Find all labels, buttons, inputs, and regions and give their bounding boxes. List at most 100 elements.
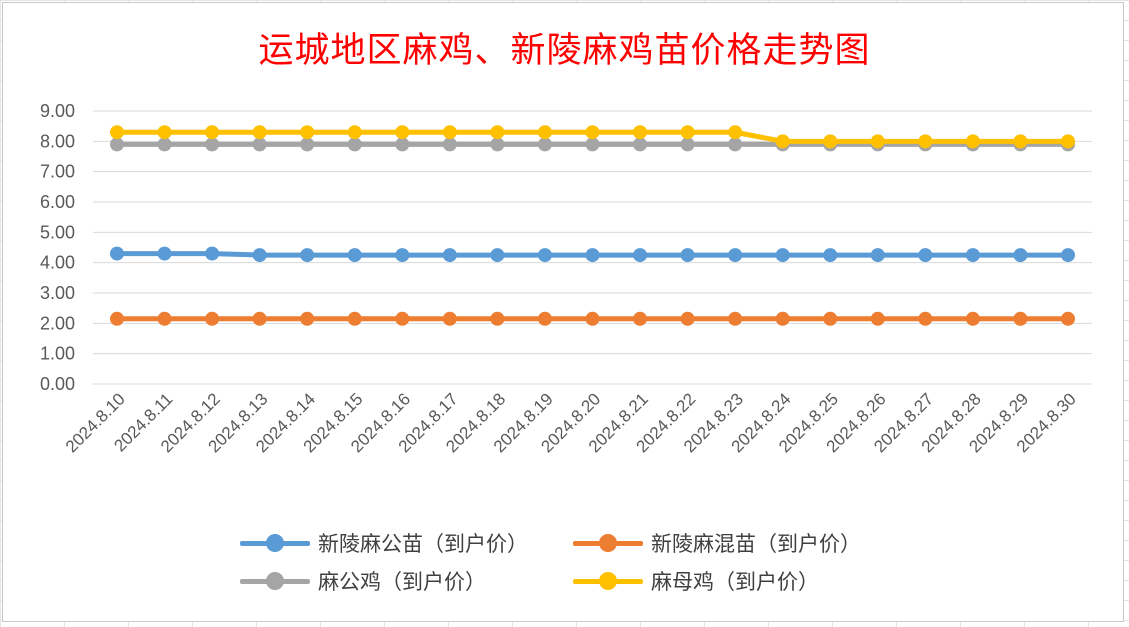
legend-marker-0 [266, 534, 284, 552]
legend-swatch-2 [240, 563, 310, 599]
data-point[interactable] [110, 246, 124, 261]
data-point[interactable] [537, 311, 552, 326]
data-point[interactable] [728, 125, 743, 140]
data-point[interactable] [1013, 311, 1028, 326]
data-point[interactable] [300, 125, 315, 140]
data-point[interactable] [537, 248, 552, 263]
data-point[interactable] [110, 311, 124, 326]
data-point[interactable] [395, 125, 410, 140]
data-point[interactable] [347, 137, 362, 152]
legend-label-1: 新陵麻混苗（到户价） [651, 532, 861, 556]
data-point[interactable] [300, 311, 315, 326]
data-point[interactable] [918, 134, 933, 149]
data-point[interactable] [110, 125, 124, 140]
data-point[interactable] [252, 137, 267, 152]
data-point[interactable] [775, 311, 790, 326]
data-point[interactable] [823, 134, 838, 149]
data-point[interactable] [1013, 248, 1028, 263]
data-point[interactable] [252, 311, 267, 326]
data-point[interactable] [965, 134, 980, 149]
data-point[interactable] [205, 246, 220, 261]
data-point[interactable] [823, 248, 838, 263]
data-point[interactable] [633, 137, 648, 152]
legend-label-2: 麻公鸡（到户价） [318, 570, 486, 594]
data-point[interactable] [157, 246, 172, 261]
series-3 [110, 125, 1075, 149]
data-point[interactable] [537, 137, 552, 152]
data-point[interactable] [537, 125, 552, 140]
data-point[interactable] [633, 125, 648, 140]
data-point[interactable] [252, 248, 267, 263]
data-point[interactable] [680, 137, 695, 152]
legend-marker-2 [266, 572, 284, 590]
data-point[interactable] [252, 125, 267, 140]
data-point[interactable] [157, 125, 172, 140]
data-point[interactable] [965, 311, 980, 326]
data-point[interactable] [870, 248, 885, 263]
data-point[interactable] [775, 248, 790, 263]
legend-item-3[interactable]: 麻母鸡（到户价） [573, 563, 819, 599]
data-point[interactable] [680, 248, 695, 263]
data-point[interactable] [918, 248, 933, 263]
y-tick-label: 4.00 [40, 253, 75, 273]
data-point[interactable] [680, 125, 695, 140]
data-point[interactable] [728, 248, 743, 263]
data-point[interactable] [490, 248, 505, 263]
y-tick-label: 1.00 [40, 344, 75, 364]
data-point[interactable] [490, 311, 505, 326]
data-point[interactable] [300, 248, 315, 263]
data-point[interactable] [585, 137, 600, 152]
data-point[interactable] [823, 311, 838, 326]
data-point[interactable] [965, 248, 980, 263]
data-point[interactable] [490, 125, 505, 140]
data-point[interactable] [1061, 248, 1075, 263]
data-point[interactable] [442, 248, 457, 263]
data-point[interactable] [870, 134, 885, 149]
data-point[interactable] [347, 248, 362, 263]
data-point[interactable] [347, 311, 362, 326]
series-0 [110, 246, 1075, 263]
y-tick-label: 9.00 [40, 101, 75, 121]
data-point[interactable] [775, 134, 790, 149]
data-point[interactable] [395, 137, 410, 152]
y-tick-label: 0.00 [40, 374, 75, 394]
data-point[interactable] [585, 248, 600, 263]
data-point[interactable] [728, 311, 743, 326]
legend-marker-1 [599, 534, 617, 552]
data-point[interactable] [347, 125, 362, 140]
data-point[interactable] [442, 125, 457, 140]
data-point[interactable] [633, 248, 648, 263]
data-point[interactable] [395, 248, 410, 263]
data-point[interactable] [157, 311, 172, 326]
y-tick-label: 8.00 [40, 131, 75, 151]
data-point[interactable] [157, 137, 172, 152]
data-point[interactable] [1061, 311, 1075, 326]
data-point[interactable] [205, 137, 220, 152]
legend-swatch-1 [573, 525, 643, 561]
data-point[interactable] [1061, 134, 1075, 149]
data-point[interactable] [870, 311, 885, 326]
data-point[interactable] [205, 311, 220, 326]
data-point[interactable] [395, 311, 410, 326]
data-point[interactable] [110, 137, 124, 152]
data-point[interactable] [300, 137, 315, 152]
legend-item-1[interactable]: 新陵麻混苗（到户价） [573, 525, 861, 561]
y-tick-label: 7.00 [40, 162, 75, 182]
data-point[interactable] [728, 137, 743, 152]
legend-item-0[interactable]: 新陵麻公苗（到户价） [240, 525, 528, 561]
data-point[interactable] [1013, 134, 1028, 149]
data-point[interactable] [585, 125, 600, 140]
legend-item-2[interactable]: 麻公鸡（到户价） [240, 563, 486, 599]
y-tick-label: 6.00 [40, 192, 75, 212]
data-point[interactable] [585, 311, 600, 326]
data-point[interactable] [442, 311, 457, 326]
data-point[interactable] [490, 137, 505, 152]
data-point[interactable] [633, 311, 648, 326]
series-1 [110, 311, 1075, 326]
legend-label-0: 新陵麻公苗（到户价） [318, 532, 528, 556]
data-point[interactable] [680, 311, 695, 326]
data-point[interactable] [442, 137, 457, 152]
data-point[interactable] [918, 311, 933, 326]
data-point[interactable] [205, 125, 220, 140]
